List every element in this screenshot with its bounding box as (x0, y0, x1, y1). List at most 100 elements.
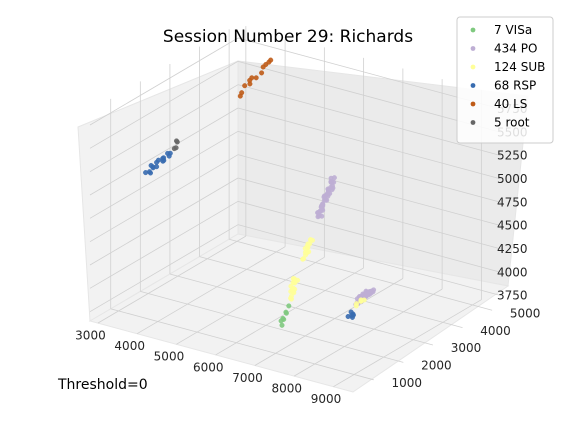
data-point (288, 293, 294, 299)
grid-line (237, 84, 502, 157)
grid-line (89, 224, 239, 313)
grid-line (293, 288, 443, 377)
legend-marker (470, 46, 476, 51)
legend-label: 68 RSP (494, 79, 536, 93)
x-tick-label: 4000 (114, 339, 145, 353)
data-point (242, 83, 248, 89)
grid-line (254, 278, 404, 366)
floor-pane (88, 233, 510, 393)
data-point (306, 249, 312, 255)
data-point (155, 157, 161, 163)
data-point (361, 297, 367, 303)
grid-line (237, 224, 502, 297)
grid-lines (89, 26, 502, 388)
grid-line (89, 154, 239, 243)
data-point (259, 70, 265, 76)
x-tick-label: 9000 (311, 392, 342, 406)
y-tick-label: 4000 (480, 324, 511, 338)
grid-line (215, 267, 364, 356)
x-tick-label: 5000 (154, 350, 185, 364)
z-tick-label: 5000 (497, 172, 528, 186)
data-point (154, 164, 160, 170)
grid-line (89, 200, 239, 289)
grid-line (237, 107, 502, 180)
axis-ticks: 3000 4000 5000 6000 7000 8000 9000 1000 2000 3000… (75, 102, 540, 406)
data-point (317, 208, 323, 214)
data-point (173, 145, 179, 151)
grid-line (140, 291, 404, 363)
x-tick-label: 3000 (75, 328, 106, 342)
x-tick-label: 7000 (232, 371, 263, 385)
data-point (290, 285, 296, 291)
grid-line (89, 177, 239, 266)
legend-label: 434 PO (494, 42, 537, 56)
data-point (280, 315, 286, 321)
grid-line (237, 200, 502, 273)
legend-label: 7 VISa (494, 23, 532, 37)
legend-label: 124 SUB (494, 60, 545, 74)
data-point (291, 276, 297, 282)
legend-marker (470, 120, 476, 125)
y-tick-label: 1000 (391, 376, 422, 390)
z-tick-label: 3750 (497, 289, 528, 303)
data-point (146, 169, 152, 175)
z-tick-label: 4000 (497, 265, 528, 279)
data-point (301, 256, 307, 262)
data-point (173, 138, 179, 144)
legend-label: 5 root (494, 116, 530, 130)
grid-line (136, 246, 286, 335)
data-point (253, 75, 259, 81)
threshold-note: Threshold=0 (57, 377, 148, 393)
z-tick-label: 5250 (497, 149, 528, 163)
x-tick-label: 6000 (193, 360, 224, 374)
data-point (353, 303, 359, 309)
legend-label: 40 LS (494, 97, 527, 111)
grid-line (89, 84, 239, 173)
data-point (331, 175, 337, 181)
data-point (167, 150, 173, 156)
data-point (319, 213, 325, 219)
grid-line (333, 299, 482, 388)
data-point (350, 312, 356, 318)
grid-line (237, 154, 502, 227)
grid-line (89, 60, 239, 149)
legend-marker (470, 64, 476, 70)
z-tick-label: 4250 (497, 242, 528, 256)
legend-marker (470, 101, 476, 107)
y-tick-label: 3000 (451, 341, 482, 355)
chart-title: Session Number 29: Richards (163, 27, 413, 47)
grid-line (89, 130, 239, 219)
grid-line (169, 273, 434, 346)
data-point (239, 90, 245, 96)
grid-line (176, 256, 325, 345)
grid-line (110, 308, 374, 381)
data-point (161, 155, 167, 161)
data-point (286, 303, 292, 309)
grid-line (89, 37, 239, 126)
z-tick-label: 4750 (497, 195, 528, 209)
y-tick-label: 2000 (421, 359, 452, 373)
data-point (268, 57, 274, 63)
legend-marker (470, 27, 476, 33)
data-point (320, 201, 326, 207)
grid-line (199, 256, 463, 329)
legend-frame (456, 16, 554, 144)
data-point (249, 75, 255, 81)
data-point (369, 288, 375, 294)
z-tick-label: 4500 (497, 219, 528, 233)
grid-line (97, 235, 247, 324)
grid-line (229, 238, 493, 311)
data-point (308, 237, 314, 243)
data-point (279, 322, 285, 328)
grid-line (237, 130, 502, 203)
data-points (143, 57, 377, 328)
x-tick-label: 8000 (271, 381, 302, 395)
legend-marker (470, 83, 476, 88)
grid-line (89, 107, 239, 196)
legend: 7 VISa 434 PO 124 SUB 68 RSP 40 LS 5 root (456, 16, 554, 144)
y-tick-label: 5000 (510, 306, 541, 320)
grid-line (237, 177, 502, 250)
data-point (283, 309, 289, 315)
